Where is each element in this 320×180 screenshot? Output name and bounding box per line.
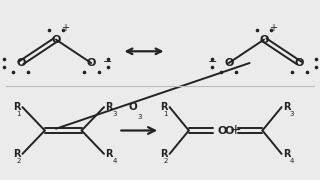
Text: O: O xyxy=(51,35,61,45)
Text: 2: 2 xyxy=(164,158,168,164)
Text: 1: 1 xyxy=(164,111,168,117)
Text: O: O xyxy=(16,58,26,68)
Text: O: O xyxy=(259,35,269,45)
Text: R: R xyxy=(106,102,113,112)
Text: R: R xyxy=(283,149,291,159)
Text: 3: 3 xyxy=(290,111,294,117)
Text: R: R xyxy=(161,102,168,112)
Text: O: O xyxy=(128,102,137,112)
Text: +: + xyxy=(269,23,277,33)
Text: −: − xyxy=(207,57,217,67)
Text: O: O xyxy=(225,125,234,136)
Text: R: R xyxy=(13,149,21,159)
Text: O: O xyxy=(224,58,234,68)
Text: R: R xyxy=(283,102,291,112)
Text: +: + xyxy=(61,23,69,33)
Text: 2: 2 xyxy=(16,158,21,164)
Text: R: R xyxy=(106,149,113,159)
Text: +: + xyxy=(229,123,241,138)
Text: 1: 1 xyxy=(16,111,21,117)
Text: −: − xyxy=(103,57,113,67)
Text: R: R xyxy=(161,149,168,159)
Text: 4: 4 xyxy=(112,158,117,164)
Text: O: O xyxy=(294,58,304,68)
Text: 4: 4 xyxy=(290,158,294,164)
Text: 3: 3 xyxy=(112,111,117,117)
Text: R: R xyxy=(13,102,21,112)
Text: O: O xyxy=(86,58,96,68)
Text: 3: 3 xyxy=(138,114,142,120)
Text: O: O xyxy=(217,125,227,136)
